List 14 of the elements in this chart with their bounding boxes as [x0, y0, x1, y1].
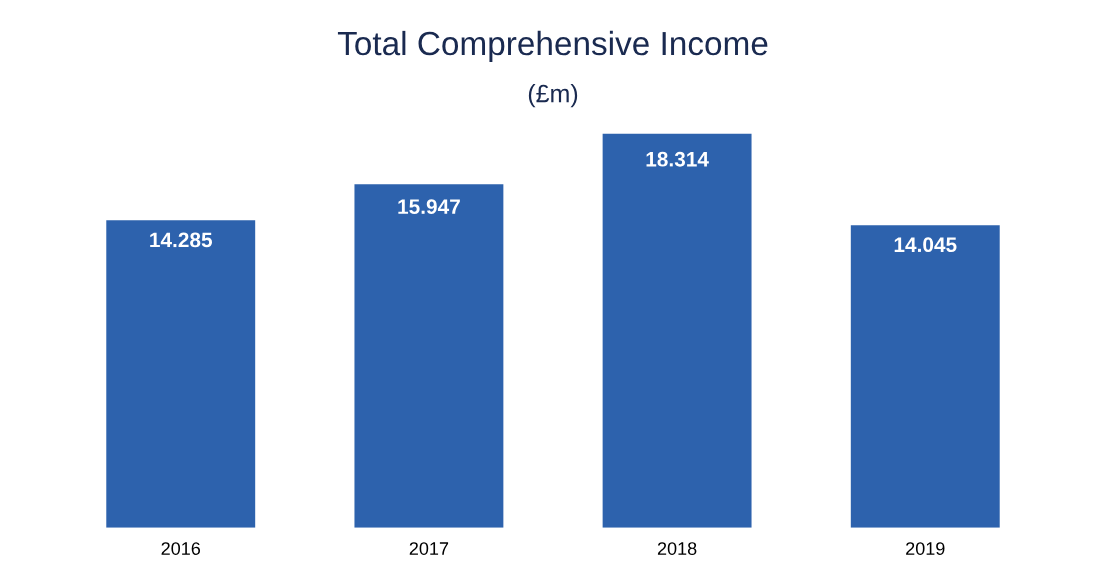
- x-tick-label: 2017: [409, 542, 449, 555]
- bar: [850, 225, 1000, 528]
- x-tick-label: 2019: [906, 542, 945, 555]
- data-label: 14.045: [894, 237, 957, 253]
- bar: [106, 220, 256, 528]
- data-label: 18.314: [646, 151, 709, 167]
- bar: [602, 133, 752, 528]
- chart-title: Total Comprehensive Income: [337, 30, 768, 62]
- bar: [354, 184, 504, 528]
- x-tick-label: 2018: [657, 542, 697, 555]
- chart-subtitle: (£m): [528, 84, 578, 108]
- data-label: 15.947: [398, 199, 460, 215]
- x-tick-label: 2016: [161, 542, 201, 555]
- data-label: 14.285: [150, 232, 213, 248]
